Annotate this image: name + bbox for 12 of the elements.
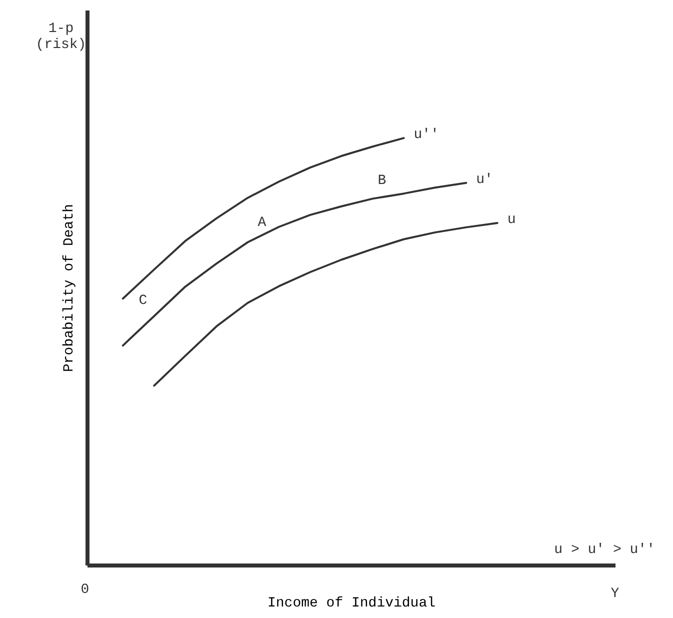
- text: u > u' > u'': [554, 542, 655, 558]
- y-axis-title: Probability of Death: [62, 204, 78, 372]
- series-label: u': [476, 172, 493, 188]
- x-axis-title: Income of Individual: [267, 596, 436, 612]
- annotation: C: [138, 293, 148, 309]
- annotation: B: [378, 173, 386, 189]
- series-label: u'': [414, 127, 439, 144]
- text: 1-p (risk): [36, 21, 86, 53]
- text: Y: [610, 586, 620, 602]
- annotation: A: [258, 215, 267, 231]
- text: 0: [80, 582, 90, 598]
- series-label: u: [507, 212, 516, 228]
